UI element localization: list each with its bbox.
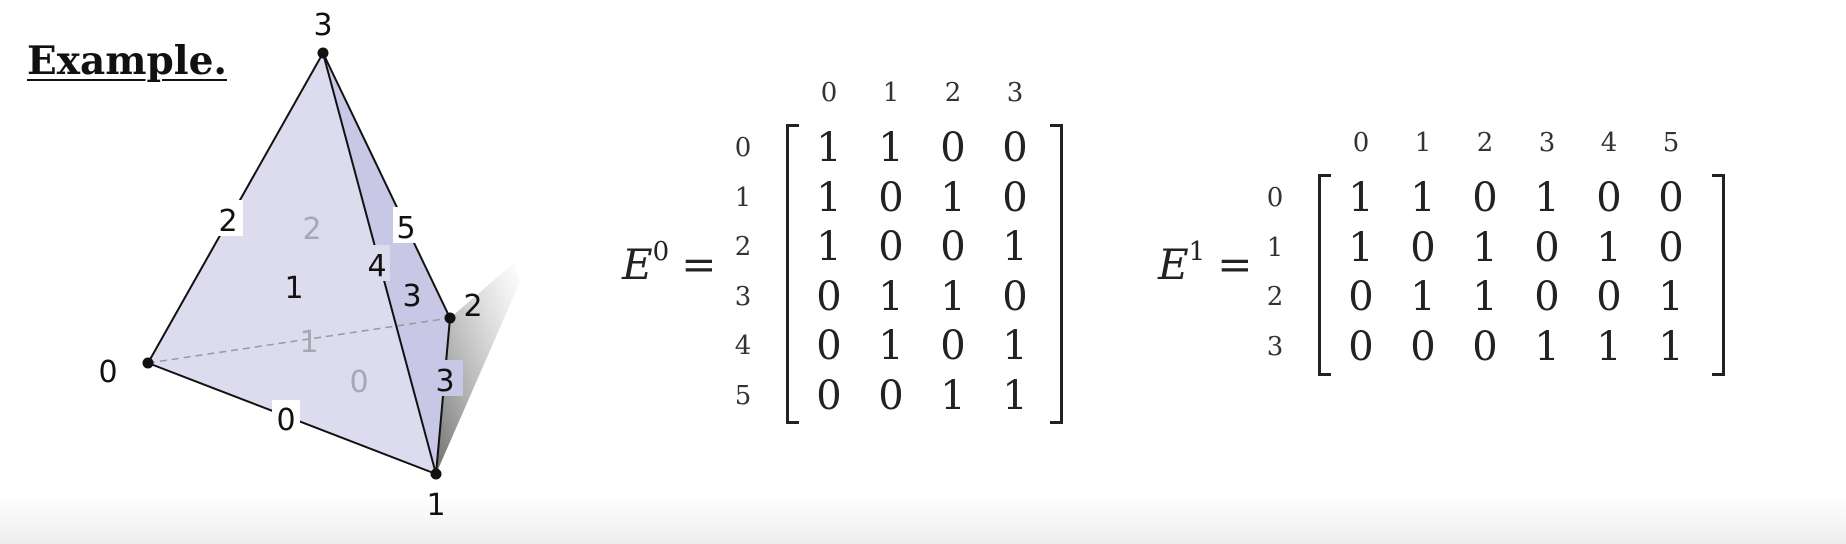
vertex-1 [430,468,442,480]
face-label-2-hidden: 2 [302,212,321,247]
matrix-e0-col-header: 1 [882,78,900,108]
matrix-e0-cell: 1 [878,125,904,171]
matrix-e0-row-header: 1 [734,182,752,213]
matrix-e1-cell: 1 [1472,274,1498,320]
matrix-e1-cell: 0 [1596,175,1622,221]
matrix-e0-cell: 0 [816,323,842,369]
matrix-e0-cell: 1 [940,372,966,419]
vertex-label-3: 3 [313,8,332,43]
matrix-e0-cell: 0 [878,174,904,221]
matrix-e1-cell: 1 [1472,224,1498,271]
edge-label-2: 2 [218,204,237,239]
matrix-e0-cell: 1 [940,273,966,320]
matrix-e0-cell: 0 [1002,125,1028,171]
matrix-e1-col-header: 2 [1476,128,1494,158]
matrix-e0-row-header: 2 [734,232,752,262]
matrix-e0-cell: 0 [1002,273,1028,320]
matrix-e1-cell: 0 [1472,175,1498,221]
matrix-e1-col-header: 0 [1352,128,1370,158]
matrix-e1-cell: 1 [1348,224,1374,271]
tetrahedron-shadow [436,262,520,474]
face-label-0-hidden: 0 [349,365,368,400]
matrix-e1-row-header: 2 [1266,282,1284,312]
matrix-e0-name: E0 = [622,237,717,289]
matrix-e1-cell: 1 [1534,175,1560,221]
matrix-e1-bracket-left [1318,174,1331,376]
matrix-e1-cell: 1 [1410,175,1436,221]
face-label-1: 1 [284,271,303,306]
matrix-e0-cell: 0 [940,125,966,171]
matrix-e0-row-header: 5 [734,380,752,411]
matrix-e1-cell: 0 [1348,323,1374,370]
vertex-label-2: 2 [463,289,482,324]
matrix-e0-col-header: 2 [944,78,962,108]
edge-label-5: 5 [396,211,415,246]
matrix-e1-cell: 1 [1596,323,1622,370]
matrix-e0-cell: 1 [1002,323,1028,369]
matrix-e0-bracket-left [786,124,799,424]
matrix-e0-cell: 1 [1002,372,1028,419]
matrix-e1-cell: 0 [1596,274,1622,320]
matrix-e1-col-header: 1 [1414,128,1432,158]
matrix-e1-col-header: 3 [1538,128,1556,158]
matrix-e1-cell: 0 [1534,224,1560,271]
matrix-e0-col-header: 0 [820,78,838,108]
matrix-e1-cell: 1 [1534,323,1560,370]
matrix-e0-cell: 0 [878,224,904,270]
matrix-e1-name: E1 = [1158,237,1253,289]
matrix-e0-cell: 1 [816,224,842,270]
matrix-e0-col-header: 3 [1006,78,1024,108]
matrix-e1-row-header: 0 [1266,183,1284,213]
edge-label-4: 4 [367,249,386,284]
edge-label-0: 0 [276,403,295,438]
vertex-label-0: 0 [98,355,117,390]
matrix-e1-col-header: 5 [1662,128,1680,158]
matrix-e1-cell: 0 [1410,323,1436,370]
matrix-e1-row-header: 3 [1266,331,1284,362]
matrix-e1-cell: 0 [1410,224,1436,271]
matrix-e1-bracket-right [1712,174,1725,376]
edge-0-2-hidden [147,317,451,364]
matrix-e1-cell: 0 [1658,224,1684,271]
matrix-e1-cell: 0 [1348,274,1374,320]
matrix-e0-cell: 0 [816,273,842,320]
face-label-3: 3 [402,279,421,314]
matrix-e0-bracket-right [1050,124,1063,424]
matrix-e0-row-header: 4 [734,331,752,361]
matrix-e0-cell: 0 [940,323,966,369]
matrix-e0-cell: 0 [1002,174,1028,221]
matrix-e1-cell: 0 [1534,274,1560,320]
matrix-e1-row-header: 1 [1266,232,1284,263]
matrix-e1-cell: 0 [1472,323,1498,370]
example-heading: Example. [27,38,227,84]
matrix-e0-row-header: 0 [734,133,752,163]
matrix-e1-col-header: 4 [1600,128,1618,158]
matrix-e0-cell: 1 [940,174,966,221]
matrix-e1-cell: 1 [1658,323,1684,370]
matrix-e0-cell: 0 [940,224,966,270]
matrix-e0-cell: 1 [878,273,904,320]
vertex-2 [444,312,456,324]
matrix-e0-cell: 0 [878,372,904,419]
bottom-band [0,494,1846,544]
matrix-e0-cell: 0 [816,372,842,419]
matrix-e1-cell: 1 [1410,274,1436,320]
matrix-e0-cell: 1 [878,323,904,369]
matrix-e1-cell: 1 [1596,224,1622,271]
matrix-e1-cell: 1 [1658,274,1684,320]
matrix-e0-cell: 1 [816,174,842,221]
matrix-e0-cell: 1 [1002,224,1028,270]
vertex-label-1: 1 [426,488,445,523]
vertex-0 [142,357,154,369]
edge-label-1-hidden: 1 [299,325,318,360]
matrix-e1-cell: 1 [1348,175,1374,221]
edge-label-3-right: 3 [435,364,454,399]
vertex-3 [317,47,329,59]
matrix-e0-cell: 1 [816,125,842,171]
face-front-left [148,53,436,474]
matrix-e0-row-header: 3 [734,281,752,312]
matrix-e1-cell: 0 [1658,175,1684,221]
edge-2-3 [322,52,451,319]
